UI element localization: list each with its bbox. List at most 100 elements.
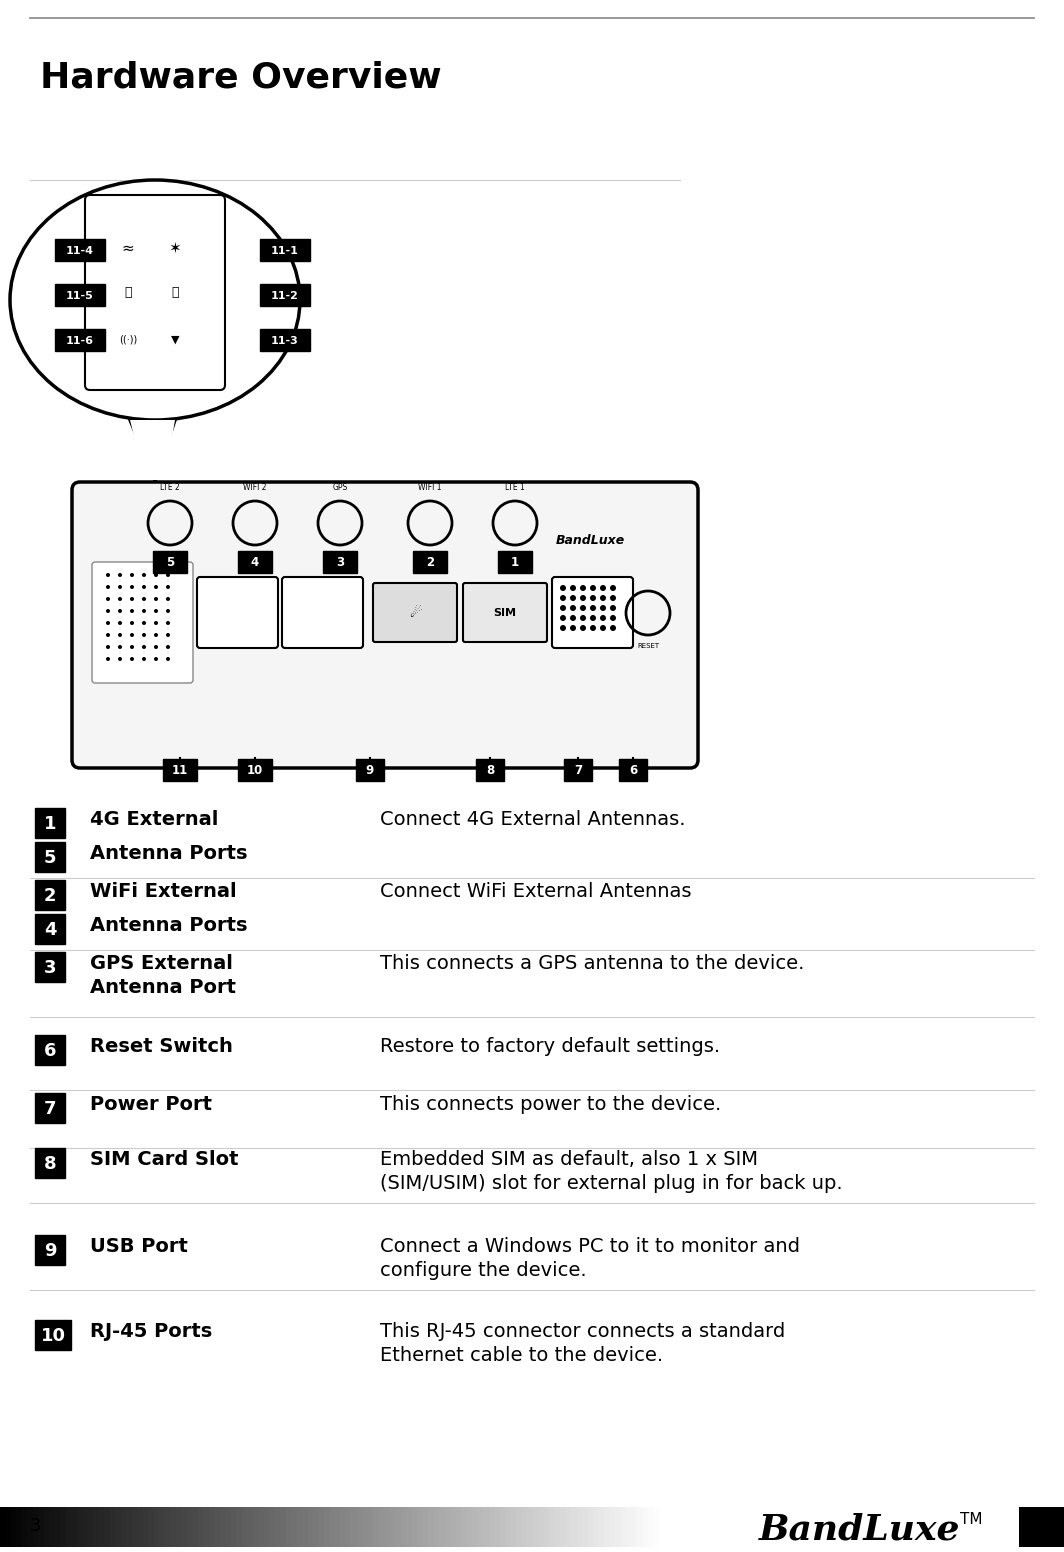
- Bar: [544, 1507, 550, 1547]
- Text: 11: 11: [172, 765, 188, 778]
- Circle shape: [570, 594, 576, 601]
- Bar: [560, 1507, 567, 1547]
- FancyBboxPatch shape: [55, 329, 105, 351]
- Circle shape: [130, 621, 134, 625]
- Bar: [61, 1507, 67, 1547]
- Text: RJ-45 Ports: RJ-45 Ports: [90, 1322, 212, 1341]
- Bar: [422, 1507, 430, 1547]
- Circle shape: [106, 633, 110, 636]
- Text: ￭: ￭: [124, 287, 132, 300]
- Circle shape: [560, 594, 566, 601]
- Bar: [615, 1507, 621, 1547]
- FancyBboxPatch shape: [72, 483, 698, 768]
- Text: USB Port: USB Port: [90, 1237, 188, 1256]
- Text: 5: 5: [166, 556, 174, 568]
- Bar: [582, 1507, 588, 1547]
- Bar: [193, 1507, 199, 1547]
- Text: WIFI 2: WIFI 2: [244, 483, 267, 492]
- Bar: [22, 1507, 29, 1547]
- Bar: [99, 1507, 105, 1547]
- Text: Ethernet cable to the device.: Ethernet cable to the device.: [380, 1346, 663, 1366]
- Text: Connect 4G External Antennas.: Connect 4G External Antennas.: [380, 810, 685, 829]
- Circle shape: [560, 615, 566, 621]
- Bar: [104, 1507, 111, 1547]
- FancyBboxPatch shape: [35, 1235, 65, 1265]
- Text: Connect WiFi External Antennas: Connect WiFi External Antennas: [380, 882, 692, 902]
- Text: 7: 7: [573, 765, 582, 778]
- FancyBboxPatch shape: [356, 759, 384, 781]
- Circle shape: [142, 608, 146, 613]
- Circle shape: [106, 573, 110, 577]
- FancyBboxPatch shape: [55, 239, 105, 261]
- Bar: [566, 1507, 572, 1547]
- Bar: [313, 1507, 319, 1547]
- Bar: [226, 1507, 232, 1547]
- Text: 6: 6: [629, 765, 637, 778]
- Text: Power Port: Power Port: [90, 1096, 212, 1114]
- Bar: [527, 1507, 534, 1547]
- FancyBboxPatch shape: [35, 880, 65, 909]
- Circle shape: [610, 585, 616, 591]
- Bar: [330, 1507, 336, 1547]
- Bar: [401, 1507, 408, 1547]
- Text: 2: 2: [44, 888, 56, 905]
- Bar: [648, 1507, 654, 1547]
- Text: Restore to factory default settings.: Restore to factory default settings.: [380, 1037, 720, 1055]
- Circle shape: [166, 608, 170, 613]
- FancyBboxPatch shape: [323, 551, 358, 573]
- FancyBboxPatch shape: [35, 1321, 71, 1350]
- FancyBboxPatch shape: [35, 809, 65, 838]
- Circle shape: [142, 646, 146, 649]
- FancyBboxPatch shape: [35, 843, 65, 872]
- Bar: [571, 1507, 578, 1547]
- Text: ((·)): ((·)): [119, 335, 137, 345]
- Circle shape: [154, 646, 157, 649]
- Text: Antenna Ports: Antenna Ports: [90, 844, 248, 863]
- Bar: [450, 1507, 456, 1547]
- Circle shape: [570, 605, 576, 611]
- Text: 3: 3: [336, 556, 344, 568]
- Bar: [71, 1507, 78, 1547]
- Circle shape: [106, 621, 110, 625]
- Bar: [659, 1507, 719, 1547]
- Bar: [94, 1507, 100, 1547]
- Text: 4: 4: [251, 556, 260, 568]
- Circle shape: [610, 594, 616, 601]
- Text: 8: 8: [486, 765, 494, 778]
- Bar: [269, 1507, 276, 1547]
- Text: Hardware Overview: Hardware Overview: [40, 61, 442, 95]
- Bar: [325, 1507, 331, 1547]
- Bar: [88, 1507, 95, 1547]
- Circle shape: [560, 585, 566, 591]
- Circle shape: [600, 594, 606, 601]
- Text: Reset Switch: Reset Switch: [90, 1037, 233, 1055]
- Circle shape: [600, 615, 606, 621]
- Circle shape: [600, 625, 606, 632]
- FancyBboxPatch shape: [163, 759, 197, 781]
- Bar: [554, 1507, 561, 1547]
- Text: 5: 5: [44, 849, 56, 868]
- Bar: [368, 1507, 375, 1547]
- Bar: [252, 1507, 260, 1547]
- Bar: [1019, 1507, 1064, 1547]
- Text: Antenna Port: Antenna Port: [90, 978, 236, 996]
- Circle shape: [166, 598, 170, 601]
- Text: 11-5: 11-5: [66, 292, 94, 301]
- Bar: [495, 1507, 501, 1547]
- Bar: [297, 1507, 303, 1547]
- FancyBboxPatch shape: [55, 284, 105, 306]
- Bar: [549, 1507, 555, 1547]
- Circle shape: [570, 615, 576, 621]
- Bar: [439, 1507, 446, 1547]
- Polygon shape: [130, 421, 174, 480]
- Bar: [511, 1507, 517, 1547]
- Bar: [626, 1507, 632, 1547]
- Circle shape: [154, 608, 157, 613]
- Circle shape: [154, 621, 157, 625]
- Text: 11-3: 11-3: [271, 335, 299, 346]
- Bar: [412, 1507, 418, 1547]
- Bar: [219, 1507, 227, 1547]
- Bar: [379, 1507, 385, 1547]
- Circle shape: [154, 633, 157, 636]
- Bar: [170, 1507, 177, 1547]
